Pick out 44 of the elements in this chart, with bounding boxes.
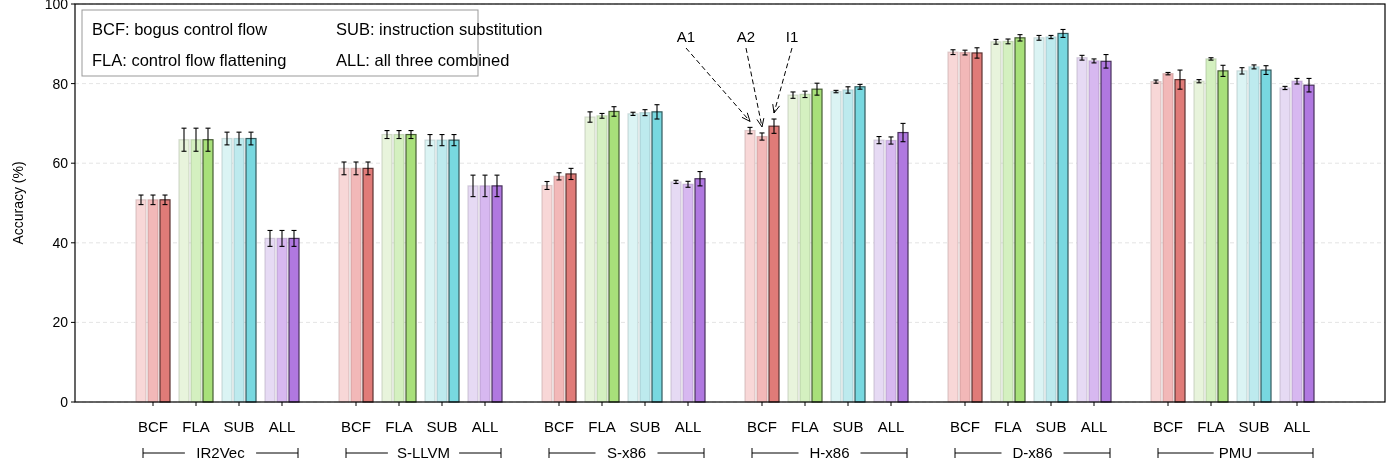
x-tick-label: FLA (1197, 418, 1225, 435)
annotation: I1 (785, 28, 799, 45)
y-tick-label: 60 (52, 155, 69, 172)
text: S-x86 (606, 444, 647, 461)
annotation: ALL: all three combined (336, 51, 510, 69)
x-tick-label: ALL (1283, 418, 1311, 435)
x-tick-label: ALL (1080, 418, 1108, 435)
y-tick-label: 20 (52, 314, 69, 331)
text: H-x86 (809, 444, 850, 461)
annotation: A1 (676, 28, 696, 45)
annotation: BCF: bogus control flow (92, 20, 268, 38)
x-tick-label: BCF (341, 418, 371, 435)
y-tick-label: 100 (44, 0, 69, 12)
x-tick-label: FLA (182, 418, 210, 435)
x-tick-label: FLA (994, 418, 1022, 435)
annotation: A2 (736, 28, 756, 45)
x-tick-label: BCF (138, 418, 168, 435)
x-tick-label: SUB (426, 418, 458, 435)
x-tick-label: SUB (629, 418, 661, 435)
x-tick-label: ALL (877, 418, 905, 435)
text: PMU (1218, 444, 1253, 461)
x-tick-label: SUB (223, 418, 255, 435)
x-tick-label: ALL (471, 418, 499, 435)
text: S-LLVM (396, 444, 451, 461)
x-tick-label: BCF (544, 418, 574, 435)
text: IR2Vec (196, 444, 246, 461)
x-tick-label: BCF (747, 418, 777, 435)
x-tick-label: SUB (832, 418, 864, 435)
x-tick-label: BCF (1153, 418, 1183, 435)
text: D-x86 (1012, 444, 1053, 461)
x-tick-label: SUB (1035, 418, 1067, 435)
x-tick-label: FLA (588, 418, 616, 435)
y-tick-label: 40 (52, 234, 69, 251)
y-axis-title: Accuracy (%) (10, 161, 26, 245)
x-tick-label: SUB (1238, 418, 1270, 435)
x-tick-label: BCF (950, 418, 980, 435)
x-tick-label: FLA (385, 418, 413, 435)
y-tick-label: 80 (52, 75, 69, 92)
annotation: SUB: instruction substitution (336, 20, 543, 38)
x-tick-label: FLA (791, 418, 819, 435)
y-tick-label: 0 (60, 393, 69, 410)
x-tick-label: ALL (268, 418, 296, 435)
x-tick-label: ALL (674, 418, 702, 435)
annotation: FLA: control flow flattening (92, 51, 287, 69)
